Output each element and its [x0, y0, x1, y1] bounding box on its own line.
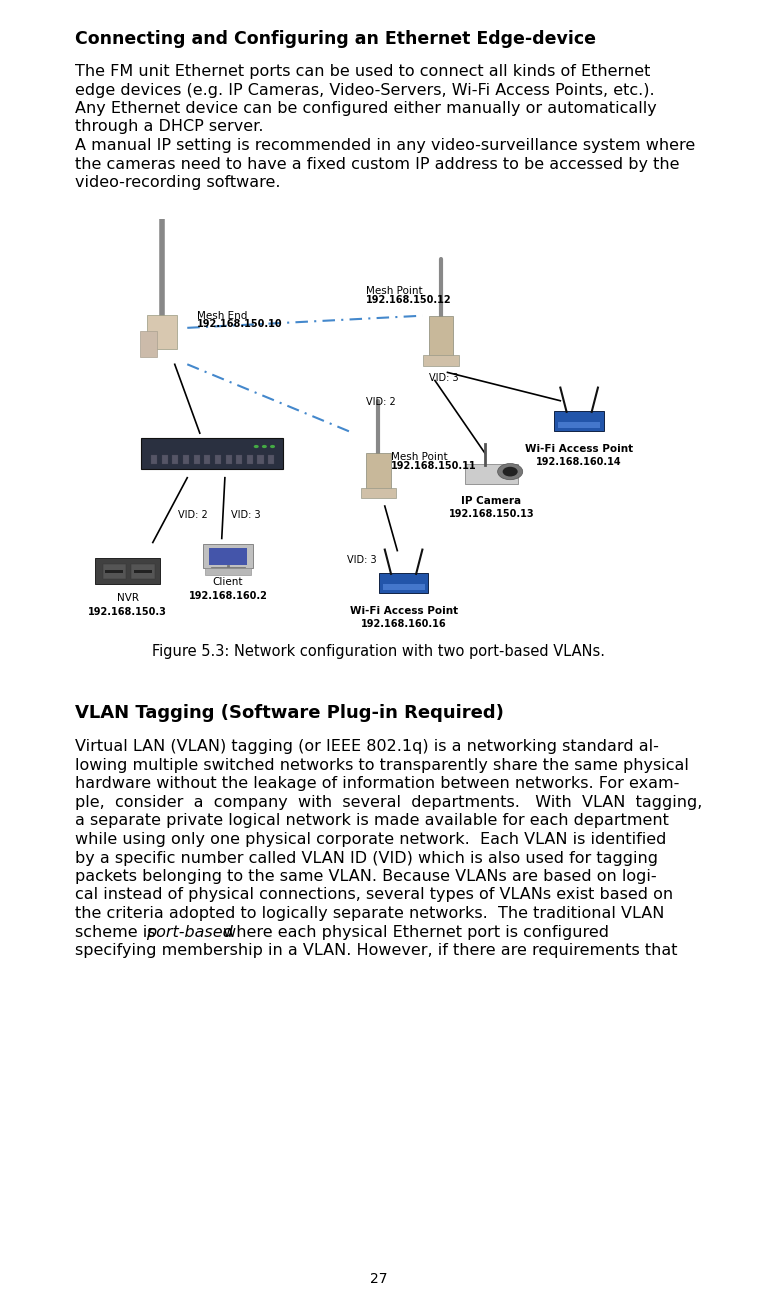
FancyBboxPatch shape [465, 463, 518, 484]
Bar [226, 455, 232, 463]
FancyBboxPatch shape [554, 411, 604, 431]
Text: the criteria adopted to logically separate networks.  The traditional VLAN: the criteria adopted to logically separa… [75, 906, 665, 921]
FancyBboxPatch shape [558, 422, 600, 428]
Text: ple,  consider  a  company  with  several  departments.   With  VLAN  tagging,: ple, consider a company with several dep… [75, 795, 702, 810]
Text: NVR: NVR [117, 593, 139, 603]
Bar [183, 455, 189, 463]
Text: Wi-Fi Access Point: Wi-Fi Access Point [350, 607, 458, 616]
Text: 192.168.150.13: 192.168.150.13 [449, 510, 534, 519]
FancyBboxPatch shape [147, 314, 177, 349]
Text: The FM unit Ethernet ports can be used to connect all kinds of Ethernet: The FM unit Ethernet ports can be used t… [75, 63, 650, 79]
Text: VID: 3: VID: 3 [428, 373, 458, 383]
FancyBboxPatch shape [382, 584, 425, 590]
Text: VID: 2: VID: 2 [178, 510, 207, 520]
Bar [215, 455, 221, 463]
Circle shape [270, 445, 275, 448]
Bar [161, 455, 168, 463]
Text: through a DHCP server.: through a DHCP server. [75, 119, 263, 135]
Bar [132, 564, 155, 578]
Text: VID: 3: VID: 3 [231, 510, 260, 520]
FancyBboxPatch shape [366, 453, 391, 490]
Text: Mesh Point: Mesh Point [366, 286, 422, 296]
Text: 27: 27 [369, 1272, 388, 1286]
Bar [105, 571, 123, 573]
FancyBboxPatch shape [429, 316, 453, 358]
Text: Wi-Fi Access Point: Wi-Fi Access Point [525, 445, 633, 454]
Text: VID: 3: VID: 3 [347, 555, 377, 564]
Text: port-based: port-based [146, 924, 233, 939]
FancyBboxPatch shape [423, 355, 459, 366]
FancyBboxPatch shape [378, 573, 428, 593]
Text: Mesh End: Mesh End [197, 311, 247, 321]
Text: hardware without the leakage of information between networks. For exam-: hardware without the leakage of informat… [75, 776, 679, 792]
Text: cal instead of physical connections, several types of VLANs exist based on: cal instead of physical connections, sev… [75, 888, 673, 902]
Text: 192.168.160.16: 192.168.160.16 [361, 619, 447, 629]
Text: lowing multiple switched networks to transparently share the same physical: lowing multiple switched networks to tra… [75, 758, 689, 773]
FancyBboxPatch shape [139, 331, 157, 357]
FancyBboxPatch shape [95, 558, 160, 584]
Text: where each physical Ethernet port is configured: where each physical Ethernet port is con… [217, 924, 609, 939]
Text: a separate private logical network is made available for each department: a separate private logical network is ma… [75, 814, 669, 828]
FancyBboxPatch shape [360, 488, 397, 498]
Text: Figure 5.3: Network configuration with two port-based VLANs.: Figure 5.3: Network configuration with t… [152, 643, 605, 659]
Text: 192.168.160.2: 192.168.160.2 [188, 591, 267, 602]
Bar [134, 571, 151, 573]
Text: video-recording software.: video-recording software. [75, 175, 281, 190]
FancyBboxPatch shape [205, 568, 251, 576]
Text: Any Ethernet device can be configured either manually or automatically: Any Ethernet device can be configured ei… [75, 101, 657, 116]
Circle shape [254, 445, 259, 448]
Bar [151, 455, 157, 463]
Text: edge devices (e.g. IP Cameras, Video-Servers, Wi-Fi Access Points, etc.).: edge devices (e.g. IP Cameras, Video-Ser… [75, 83, 655, 97]
Text: 192.168.150.3: 192.168.150.3 [89, 607, 167, 617]
Text: the cameras need to have a fixed custom IP address to be accessed by the: the cameras need to have a fixed custom … [75, 157, 680, 172]
Bar [172, 455, 179, 463]
Bar [268, 455, 275, 463]
Bar [247, 455, 253, 463]
Bar [204, 455, 210, 463]
Text: 192.168.160.14: 192.168.160.14 [536, 457, 622, 467]
Circle shape [497, 463, 523, 480]
FancyBboxPatch shape [203, 543, 253, 568]
Text: scheme is: scheme is [75, 924, 160, 939]
Text: Virtual LAN (VLAN) tagging (or IEEE 802.1q) is a networking standard al-: Virtual LAN (VLAN) tagging (or IEEE 802.… [75, 739, 659, 754]
Text: while using only one physical corporate network.  Each VLAN is identified: while using only one physical corporate … [75, 832, 666, 848]
Text: VLAN Tagging (Software Plug-in Required): VLAN Tagging (Software Plug-in Required) [75, 704, 504, 722]
Text: A manual IP setting is recommended in any video-surveillance system where: A manual IP setting is recommended in an… [75, 138, 695, 153]
Text: 192.168.150.10: 192.168.150.10 [197, 318, 282, 329]
Text: Mesh Point: Mesh Point [391, 453, 447, 462]
Text: by a specific number called VLAN ID (VID) which is also used for tagging: by a specific number called VLAN ID (VID… [75, 850, 658, 866]
Text: Connecting and Configuring an Ethernet Edge-device: Connecting and Configuring an Ethernet E… [75, 30, 596, 48]
Text: Client: Client [213, 577, 243, 587]
Text: 192.168.150.11: 192.168.150.11 [391, 461, 477, 471]
Bar [236, 455, 242, 463]
Bar [103, 564, 126, 578]
Text: VID: 2: VID: 2 [366, 397, 396, 406]
FancyBboxPatch shape [142, 437, 283, 468]
Text: IP Camera: IP Camera [461, 496, 522, 506]
Text: specifying membership in a VLAN. However, if there are requirements that: specifying membership in a VLAN. However… [75, 943, 678, 958]
Circle shape [503, 467, 518, 476]
Bar [194, 455, 200, 463]
Text: 192.168.150.12: 192.168.150.12 [366, 295, 452, 304]
Text: packets belonging to the same VLAN. Because VLANs are based on logi-: packets belonging to the same VLAN. Beca… [75, 870, 656, 884]
FancyBboxPatch shape [209, 547, 247, 564]
Circle shape [262, 445, 267, 448]
Bar [257, 455, 263, 463]
